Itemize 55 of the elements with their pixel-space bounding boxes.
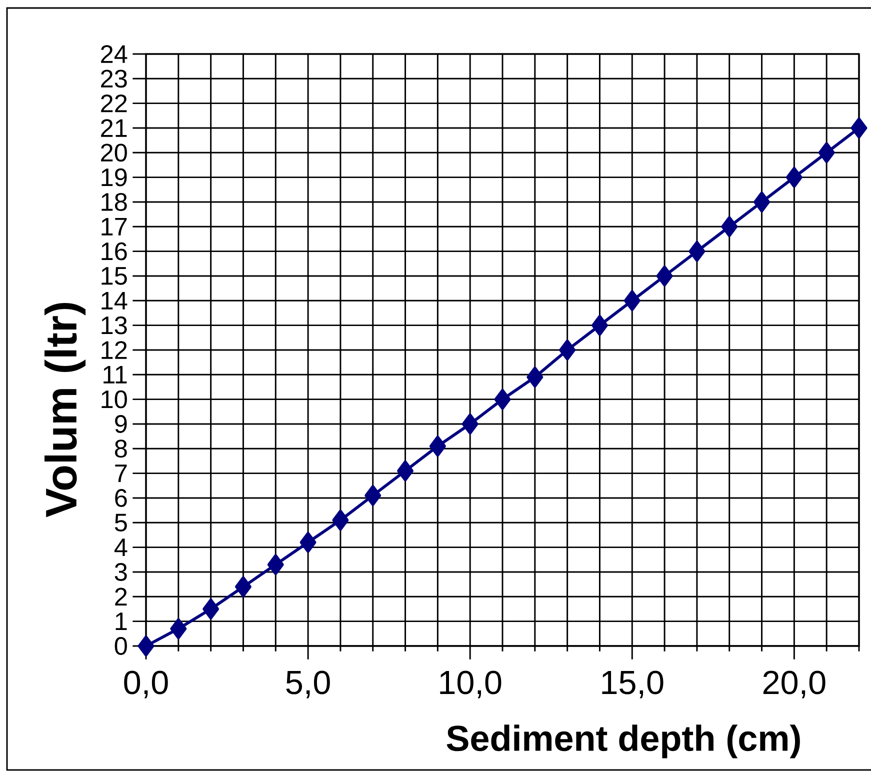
y-tick-label: 12 [102,341,127,359]
point [300,532,316,553]
point [656,266,673,286]
y-tick-label: 15 [102,267,127,285]
point [235,576,252,598]
point [592,314,608,336]
y-tick-label: 16 [102,242,127,260]
y-tick-label: 0 [114,637,127,655]
point [170,618,187,640]
y-tick-label: 21 [101,119,127,137]
point [624,290,640,312]
y-tick-label: 19 [102,168,127,186]
point [267,554,284,576]
point [429,436,446,457]
point [397,460,414,482]
y-tick-label: 20 [101,144,127,162]
point [721,216,738,238]
point [332,510,349,531]
point [850,118,868,138]
y-tick-label: 13 [102,316,127,334]
y-tick-label: 14 [102,292,128,310]
x-tick-label: 20,0 [763,670,826,698]
x-tick-label: 15,0 [602,670,664,698]
y-tick-label: 17 [102,218,127,236]
y-tick-label: 8 [114,440,127,458]
point [202,598,220,620]
y-tick-label: 2 [115,588,127,606]
point [526,366,544,388]
y-tick-label: 9 [115,415,127,433]
point [364,485,382,506]
y-tick-label: 1 [116,612,127,630]
x-axis-title: Sediment depth (cm) [446,724,800,758]
y-axis-title: Volum (ltr) [44,303,86,518]
y-tick-label: 7 [115,464,127,482]
y-tick-label: 3 [114,563,127,581]
x-tick-label: 10,0 [440,670,502,698]
y-tick-label: 18 [102,193,127,211]
x-tick-label: 5,0 [286,670,330,698]
point [559,340,576,360]
x-tick-label: 0,0 [124,670,168,698]
y-tick-label: 22 [101,94,127,112]
y-tick-label: 11 [104,366,127,384]
y-tick-label: 23 [101,70,127,88]
point [138,636,154,656]
y-tick-label: 5 [114,514,127,532]
point [818,142,835,164]
point [786,166,802,188]
point [754,192,770,212]
y-tick-label: 6 [115,489,127,507]
point [688,240,706,262]
point [462,414,478,434]
y-tick-label: 10 [102,390,127,408]
point [494,388,511,410]
y-tick-label: 4 [114,538,128,556]
y-tick-label: 24 [101,45,128,63]
